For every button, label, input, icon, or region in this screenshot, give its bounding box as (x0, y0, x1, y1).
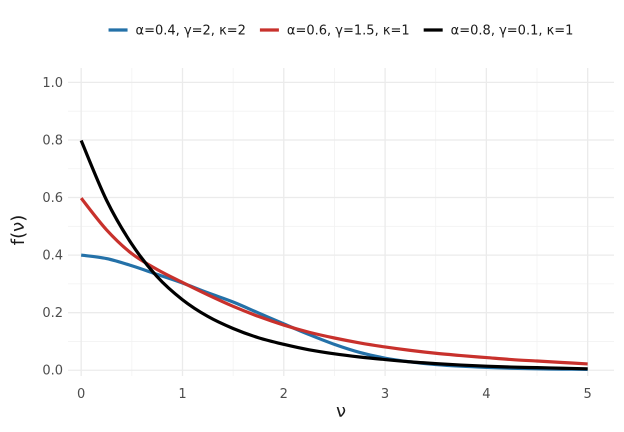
x-tick-label: 2 (280, 387, 288, 402)
legend-item-3: α=0.8, γ=0.1, κ=1 (423, 24, 574, 39)
x-tick-label: 0 (77, 387, 85, 402)
series-line-3 (79, 139, 588, 371)
y-tick-label: 0.8 (42, 133, 63, 148)
x-tick-label: 1 (178, 387, 186, 402)
y-tick-label: 1.0 (42, 76, 63, 91)
major-gridlines (68, 68, 614, 376)
x-tick-label: 3 (381, 387, 389, 402)
x-tick-label: 4 (482, 387, 490, 402)
y-tick-label: 0.0 (42, 364, 63, 379)
legend-item-2: α=0.6, γ=1.5, κ=1 (259, 24, 410, 39)
series-line-2 (79, 197, 588, 366)
y-tick-label: 0.2 (42, 306, 63, 321)
x-axis-title: ν (336, 401, 346, 422)
y-tick-label: 0.6 (42, 191, 63, 206)
series-lines (79, 139, 588, 371)
legend-label: α=0.6, γ=1.5, κ=1 (287, 24, 410, 39)
y-axis-title: f(ν) (8, 215, 29, 245)
x-tick-label: 5 (584, 387, 592, 402)
legend-item-1: α=0.4, γ=2, κ=2 (108, 24, 246, 39)
legend-label: α=0.4, γ=2, κ=2 (136, 24, 246, 39)
legend: α=0.4, γ=2, κ=2 α=0.6, γ=1.5, κ=1 α=0.8, γ… (108, 24, 574, 39)
x-axis-ticks: 0 1 2 3 4 5 (77, 387, 592, 402)
y-axis-ticks: 0.0 0.2 0.4 0.6 0.8 1.0 (42, 76, 63, 379)
minor-gridlines (68, 68, 614, 376)
legend-label: α=0.8, γ=0.1, κ=1 (451, 24, 574, 39)
y-tick-label: 0.4 (42, 249, 63, 264)
